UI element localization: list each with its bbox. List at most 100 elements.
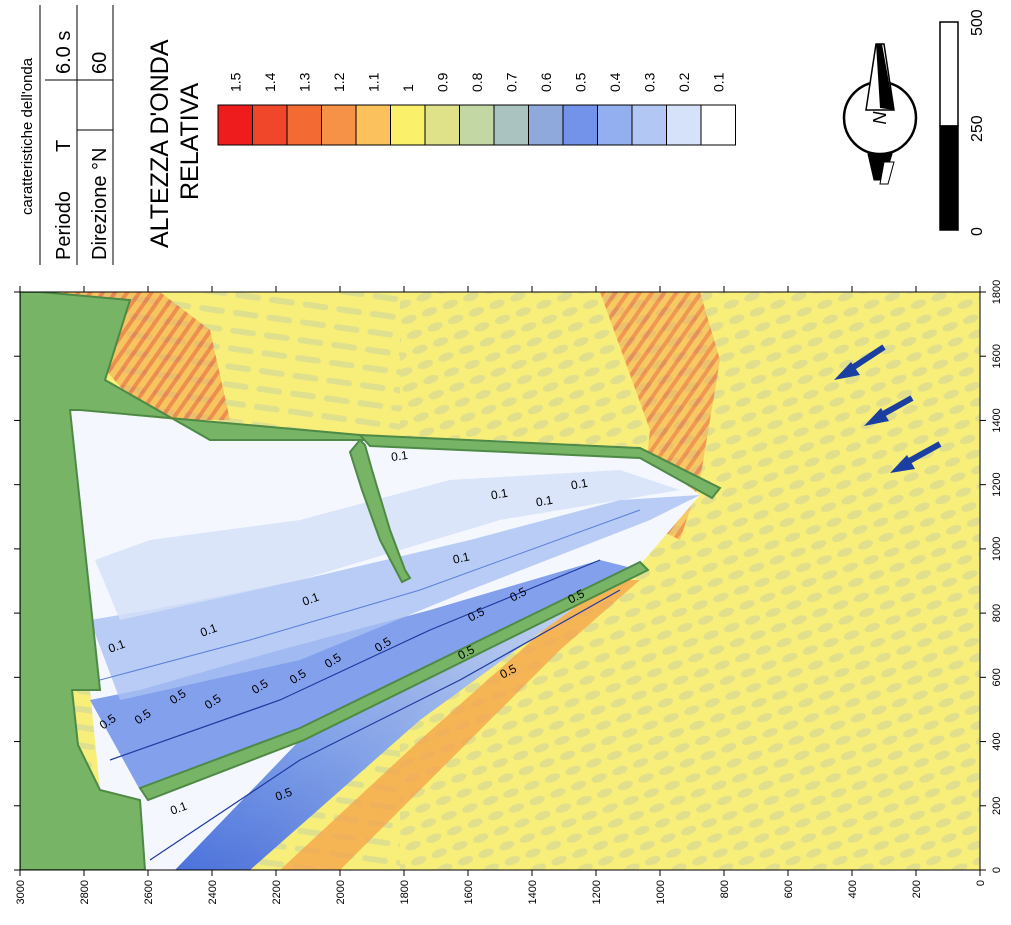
axis-tick-label: 1800	[991, 280, 1003, 304]
legend-label: 0.5	[572, 72, 588, 92]
contour-label: 0.1	[300, 590, 321, 609]
wave-arrow-icon	[834, 344, 886, 380]
wave-info-table: caratteristiche dell'onda Periodo T 6.0 …	[19, 5, 114, 265]
wave-height-map: 0.10.1 0.10.10.10.10.10.10.10.5 0.50.50.50…	[20, 292, 980, 870]
axis-tick-label: 2000	[335, 880, 347, 904]
contour-label: 0.1	[390, 448, 409, 464]
legend-label: 0.4	[607, 72, 623, 92]
map-title: ALTEZZA D'ONDA RELATIVA	[146, 39, 204, 248]
axis-tick-label: 1400	[991, 408, 1003, 432]
contour-label: 0.1	[106, 637, 127, 656]
legend-label: 0.2	[676, 72, 692, 92]
scale-bar: 0 250 500	[939, 9, 986, 236]
axis-tick-label: 2200	[271, 880, 283, 904]
legend-label: 1	[400, 84, 416, 92]
contour-label: 0.1	[490, 486, 509, 503]
title-line-1: ALTEZZA D'ONDA	[146, 39, 174, 248]
info-row-period-value: 6.0 s	[53, 31, 75, 74]
axis-tick-label: 600	[783, 880, 795, 898]
color-legend: 1.5 1.4 1.3 1.2 1.1 1 0.9 0.8 0.7 0.6 0.5 0.4 0.3 0.2…	[217, 72, 736, 146]
contour-0-5-inner	[109, 559, 601, 761]
axis-tick-label: 2600	[143, 880, 155, 904]
legend-swatch	[286, 104, 322, 146]
contour-label: 0.1	[452, 549, 472, 566]
wave-arrow-icon	[890, 441, 942, 473]
axis-tick-label: 400	[847, 880, 859, 898]
wave-direction-arrows	[834, 344, 942, 473]
legend-swatch	[700, 104, 736, 146]
axis-tick-label: 1200	[991, 472, 1003, 496]
axis-tick-label: 1800	[399, 880, 411, 904]
inner-jetty	[348, 438, 412, 584]
contour-label: 0.5	[273, 785, 294, 804]
legend-label: 0.9	[434, 72, 450, 92]
legend-swatch	[355, 104, 391, 146]
main-breakwater	[357, 433, 722, 500]
legend-label: 0.1	[710, 72, 726, 92]
info-row-period-label: Periodo	[53, 191, 75, 260]
legend-swatch	[459, 104, 495, 146]
info-row-direction-value: 60	[89, 52, 111, 74]
axis-tick-label: 600	[991, 668, 1003, 686]
axis-tick-label: 200	[991, 797, 1003, 815]
shoaling-band-1	[280, 580, 640, 870]
legend-swatch	[597, 104, 633, 146]
axis-tick-label: 0	[975, 880, 987, 886]
legend-swatch	[390, 104, 426, 146]
scale-label-500: 500	[969, 9, 986, 36]
legend-label: 1.2	[331, 72, 347, 92]
axis-tick-label: 1400	[527, 880, 539, 904]
secondary-breakwater	[138, 560, 650, 802]
axis-tick-label: 2400	[207, 880, 219, 904]
legend-label: 0.8	[469, 72, 485, 92]
info-header: caratteristiche dell'onda	[19, 57, 36, 215]
axis-tick-label: 0	[991, 867, 1003, 873]
contour-label: 0.1	[535, 493, 554, 510]
compass-label: N	[870, 111, 890, 125]
wave-arrow-icon	[864, 395, 914, 426]
legend-swatch	[666, 104, 702, 146]
map-frame	[19, 291, 981, 871]
axis-tick-label: 200	[911, 880, 923, 898]
land	[20, 292, 371, 870]
legend-swatch	[252, 104, 288, 146]
basin-disturbance-high	[90, 560, 640, 790]
contour-label: 0.1	[198, 621, 219, 640]
axis-tick-label: 400	[991, 732, 1003, 750]
legend-swatch	[562, 104, 598, 146]
scale-label-0: 0	[969, 227, 986, 236]
info-row-direction-label: Direzione °N	[89, 148, 111, 260]
axis-tick-label: 1000	[991, 537, 1003, 561]
contour-0-1	[99, 509, 641, 681]
legend-label: 1.5	[227, 72, 243, 92]
axis-tick-label: 1200	[591, 880, 603, 904]
axis-tick-label: 1000	[655, 880, 667, 904]
contour-label: 0.1	[168, 799, 189, 818]
legend-label: 0.3	[641, 72, 657, 92]
axis-tick-label: 2800	[79, 880, 91, 904]
title-line-2: RELATIVA	[176, 83, 204, 200]
legend-swatch	[493, 104, 529, 146]
legend-label: 1.4	[262, 72, 278, 92]
legend-label: 0.6	[538, 72, 554, 92]
axis-tick-label: 3000	[15, 880, 27, 904]
axis-tick-label: 800	[719, 880, 731, 898]
info-row-period-symbol: T	[53, 140, 75, 152]
axis-tick-label: 1600	[463, 880, 475, 904]
legend-label: 1.3	[296, 72, 312, 92]
legend-swatch	[528, 104, 564, 146]
contour-0-5-outer	[149, 589, 621, 861]
legend-swatch	[217, 104, 253, 146]
contour-label: 0.1	[570, 476, 589, 493]
axis-tick-label: 800	[991, 604, 1003, 622]
legend-label: 1.1	[365, 72, 381, 92]
scale-label-250: 250	[969, 115, 986, 142]
map-axes: 0 200 400 600 800 1000 1200 1400 1600 1800 0 200 400…	[14, 280, 1003, 904]
legend-swatch	[631, 104, 667, 146]
legend-swatch	[321, 104, 357, 146]
north-arrow-icon: N	[842, 43, 918, 185]
legend-swatch	[424, 104, 460, 146]
axis-tick-label: 1600	[991, 344, 1003, 368]
legend-label: 0.7	[503, 72, 519, 92]
